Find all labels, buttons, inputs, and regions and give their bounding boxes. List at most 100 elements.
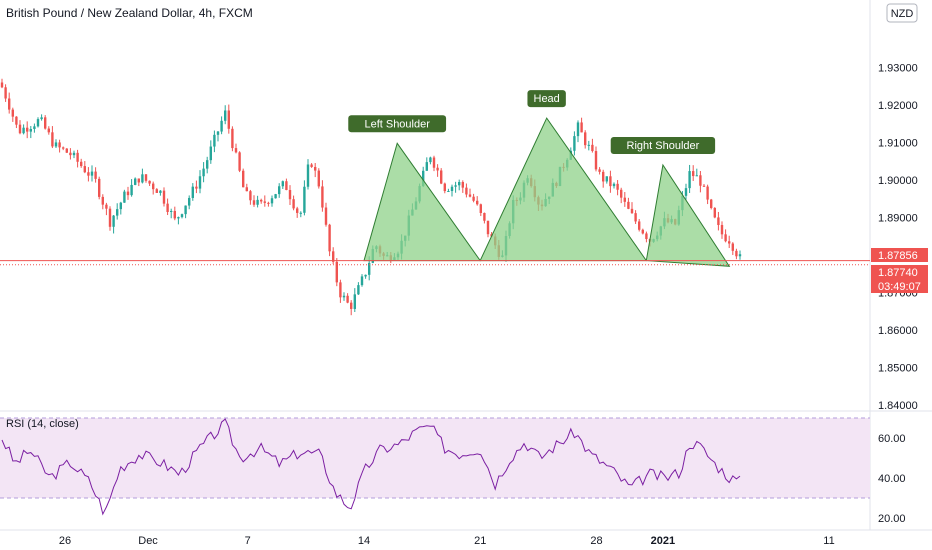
- candle: [159, 190, 162, 196]
- chart-title: British Pound / New Zealand Dollar, 4h, …: [6, 6, 253, 20]
- candle: [224, 105, 227, 125]
- candle: [328, 223, 331, 257]
- candle: [47, 126, 50, 135]
- candle: [270, 195, 274, 207]
- candle: [69, 148, 72, 160]
- candle: [260, 198, 263, 204]
- candle: [26, 121, 29, 139]
- rsi-tick-label: 20.00: [878, 513, 906, 525]
- svg-text:03:49:07: 03:49:07: [878, 281, 921, 293]
- candle: [123, 189, 126, 203]
- candle: [238, 151, 241, 173]
- candle: [443, 182, 446, 194]
- candle: [602, 169, 605, 188]
- time-tick-label: 14: [358, 535, 370, 547]
- pattern-label[interactable]: Head: [527, 90, 566, 108]
- candle: [465, 183, 468, 198]
- candle: [15, 116, 18, 129]
- candle: [724, 229, 727, 243]
- rsi-pane: [0, 417, 870, 516]
- price-tick-label: 1.84000: [878, 400, 918, 412]
- candle: [429, 156, 432, 165]
- time-tick-label: 11: [823, 535, 834, 547]
- candle: [645, 231, 648, 243]
- pattern-label[interactable]: Left Shoulder: [348, 115, 447, 133]
- candle: [119, 201, 122, 215]
- candle: [191, 183, 194, 201]
- currency-badge[interactable]: NZD: [886, 3, 918, 23]
- candle: [738, 250, 742, 260]
- candle: [202, 162, 205, 183]
- candle: [440, 168, 443, 185]
- candle: [317, 168, 320, 189]
- pattern-label[interactable]: Right Shoulder: [610, 137, 716, 154]
- candle: [242, 168, 245, 188]
- candle: [252, 195, 256, 207]
- candle: [296, 206, 299, 218]
- candle: [231, 126, 234, 152]
- candle: [357, 282, 360, 295]
- candle: [90, 165, 94, 182]
- candle: [166, 198, 169, 216]
- neckline: [0, 260, 870, 266]
- candle: [216, 131, 220, 142]
- candle: [292, 195, 295, 211]
- candle: [688, 164, 691, 194]
- rsi-tick-label: 40.00: [878, 473, 906, 485]
- candle: [713, 207, 716, 219]
- candle: [303, 180, 306, 216]
- time-tick-label: 21: [474, 535, 486, 547]
- candle: [137, 178, 140, 187]
- svg-text:Right Shoulder: Right Shoulder: [627, 140, 700, 152]
- candle: [11, 107, 14, 122]
- candle: [51, 126, 54, 149]
- candle: [310, 163, 313, 168]
- candle: [702, 183, 706, 187]
- time-tick-label: 7: [245, 535, 251, 547]
- candle: [335, 258, 338, 287]
- candle: [641, 228, 644, 235]
- candle: [227, 104, 230, 134]
- candle: [4, 84, 7, 102]
- rsi-label: RSI (14, close): [6, 418, 79, 430]
- price-tick-label: 1.92000: [878, 100, 918, 112]
- candle: [195, 180, 198, 194]
- time-axis: 26 Dec 7 14 21 28 2021 11: [59, 535, 835, 547]
- candle: [18, 120, 22, 135]
- candle: [627, 197, 630, 210]
- candle: [87, 167, 90, 182]
- candle: [162, 187, 166, 207]
- candle: [731, 242, 734, 256]
- svg-text:1.87740: 1.87740: [878, 267, 918, 279]
- candle: [134, 177, 137, 186]
- candle: [101, 194, 104, 210]
- candle: [468, 188, 472, 198]
- candle: [573, 131, 576, 156]
- candle: [198, 170, 202, 194]
- candle: [29, 125, 32, 139]
- candle: [155, 188, 158, 193]
- candle: [461, 180, 464, 193]
- candle: [94, 167, 97, 183]
- candle: [288, 185, 292, 205]
- candle: [126, 186, 130, 200]
- candle: [180, 213, 184, 219]
- price-tags: 1.87856 1.87740 03:49:07: [871, 248, 928, 293]
- candle: [108, 206, 112, 231]
- candle: [213, 130, 216, 153]
- candle: [684, 183, 688, 200]
- candle: [281, 180, 284, 189]
- candle: [425, 157, 428, 171]
- candle: [321, 180, 324, 212]
- candle: [454, 181, 457, 193]
- pattern-triangle[interactable]: [645, 163, 731, 267]
- price-axis: 1.930001.920001.910001.900001.890001.870…: [878, 63, 918, 413]
- candle: [40, 114, 43, 121]
- candle: [105, 202, 108, 216]
- candle: [735, 248, 738, 260]
- candle: [584, 130, 587, 149]
- candle: [58, 139, 61, 153]
- candle: [692, 165, 695, 181]
- candle: [299, 211, 302, 218]
- candle: [22, 124, 25, 135]
